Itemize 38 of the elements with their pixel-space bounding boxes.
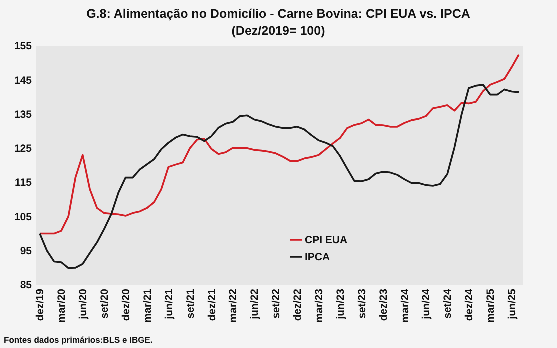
legend-label: IPCA <box>305 252 331 264</box>
x-tick-label: jun/25 <box>506 288 519 320</box>
x-tick-label: set/23 <box>356 288 368 319</box>
x-tick-label: jun/20 <box>78 288 90 320</box>
y-tick-label: 95 <box>20 246 32 258</box>
chart-subtitle: (Dez/2019= 100) <box>232 24 326 38</box>
y-tick-label: 145 <box>14 74 32 87</box>
x-tick-label: dez/24 <box>464 288 476 322</box>
x-tick-label: jun/24 <box>420 288 433 320</box>
line-series <box>39 54 520 235</box>
y-tick-label: 115 <box>15 177 32 190</box>
x-tick-label: set/24 <box>442 288 454 319</box>
y-tick-label: 155 <box>14 40 32 53</box>
x-tick-label: set/21 <box>184 288 197 319</box>
x-tick-label: dez/20 <box>120 288 132 322</box>
x-tick-label: set/22 <box>270 288 283 319</box>
y-tick-label: 105 <box>14 211 32 224</box>
x-tick-label: jun/22 <box>249 288 262 320</box>
legend-label: CPI EUA <box>305 234 348 247</box>
y-tick-label: 85 <box>20 280 32 292</box>
text: Fontes dados primários:BLS e IBGE. <box>4 335 153 345</box>
x-tick-label: mar/23 <box>313 288 326 323</box>
y-tick-label: 135 <box>14 108 32 121</box>
x-tick-label: dez/19 <box>34 288 47 322</box>
line-series <box>39 84 520 270</box>
x-tick-label: mar/22 <box>228 288 240 323</box>
x-tick-label: dez/21 <box>206 288 218 322</box>
x-tick-label: mar/25 <box>485 288 498 323</box>
x-tick-label: mar/20 <box>56 288 68 323</box>
x-tick-label: dez/22 <box>292 288 304 322</box>
y-tick-label: 125 <box>14 143 32 156</box>
x-tick-label: dez/23 <box>378 288 390 322</box>
x-tick-label: jun/23 <box>334 288 347 320</box>
x-tick-label: mar/24 <box>399 288 412 323</box>
x-tick-label: set/20 <box>99 288 112 319</box>
x-tick-label: jun/21 <box>163 288 176 320</box>
x-tick-label: mar/21 <box>142 288 154 323</box>
chart-title: G.8: Alimentação no Domicílio - Carne Bovina: CPI EUA vs. IPCA <box>86 7 470 21</box>
